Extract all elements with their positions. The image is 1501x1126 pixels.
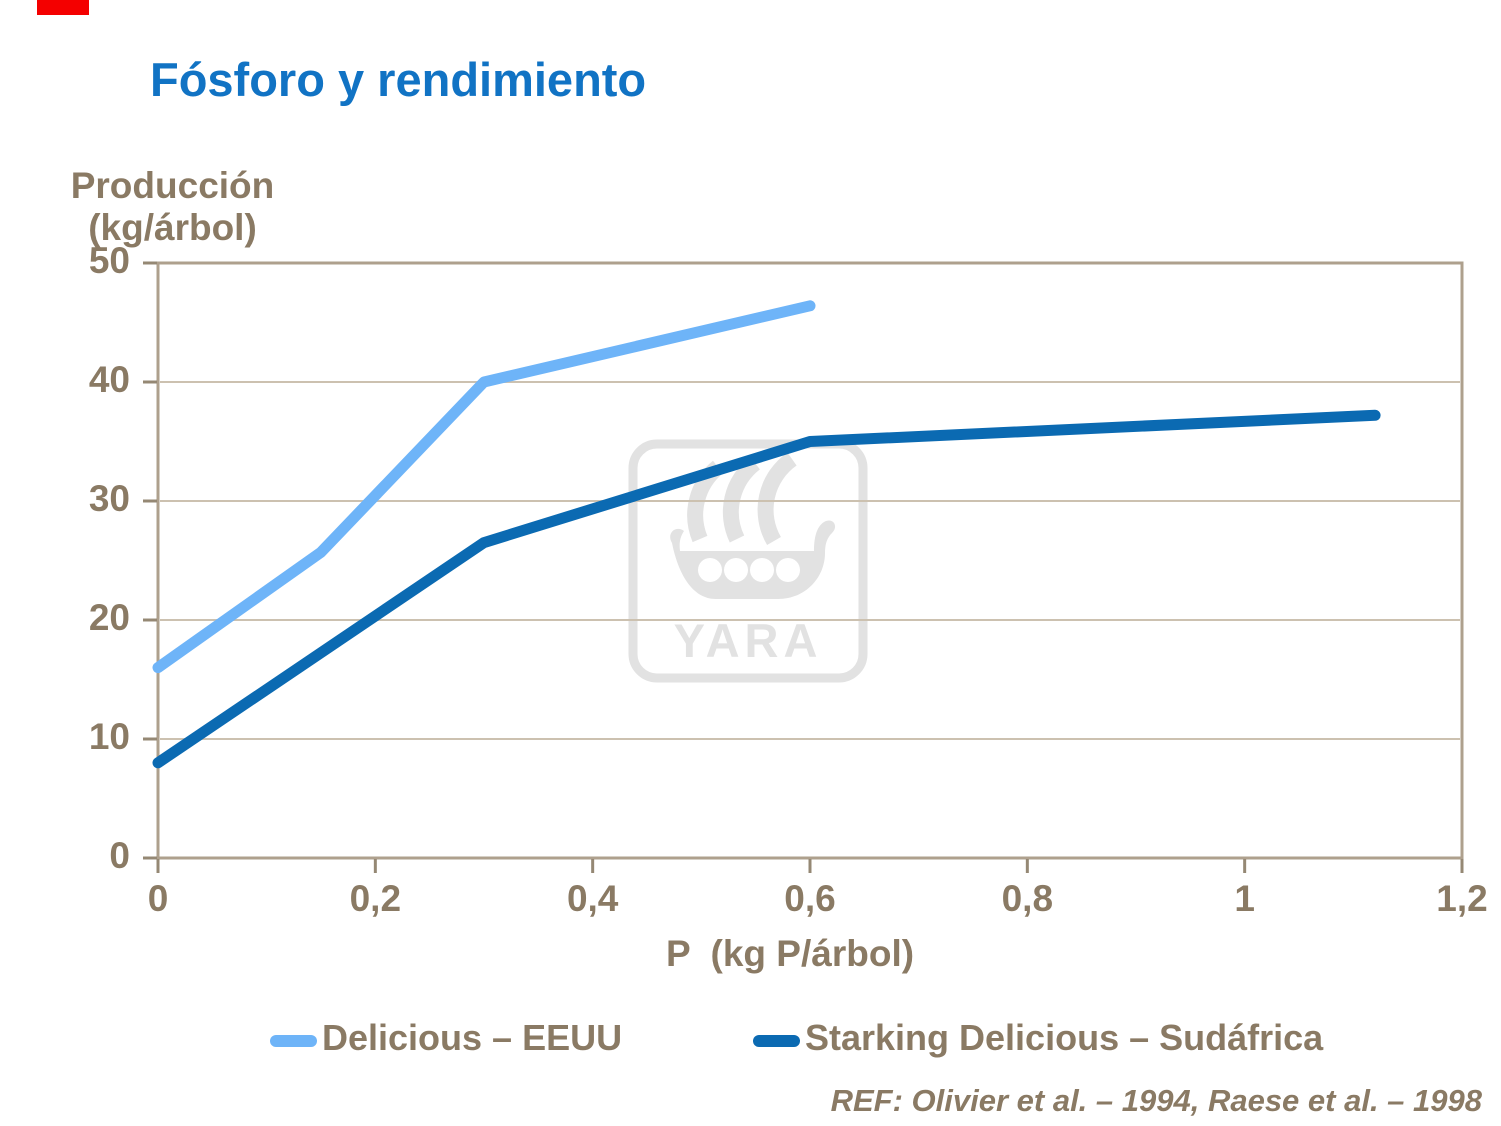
page-title: Fósforo y rendimiento <box>150 53 647 106</box>
watermark-border <box>628 439 868 683</box>
series-line-1 <box>152 409 1381 769</box>
watermark-text: YARA <box>674 614 823 667</box>
x-axis-title: P (kg P/árbol) <box>665 933 915 974</box>
legend-marker-starking-delicious-sudafrica <box>753 1035 800 1047</box>
series-line-0 <box>152 300 816 674</box>
y-axis-title-line2: (kg/árbol) <box>88 207 257 249</box>
legend-marker-delicious-eeuu <box>270 1035 317 1047</box>
legend-label-starking-delicious-sudafrica: Starking Delicious – Sudáfrica <box>805 1017 1324 1058</box>
y-axis-title: Producción (kg/árbol) <box>55 165 290 249</box>
plot-frame <box>156 261 1464 860</box>
y-axis-title-line1: Producción <box>70 165 275 206</box>
viking-ship-shields-icon <box>698 558 800 582</box>
reference-citation: REF: Olivier et al. – 1994, Raese et al.… <box>830 1083 1482 1118</box>
accent-bar <box>37 0 89 15</box>
legend-label-delicious-eeuu: Delicious – EEUU <box>322 1017 623 1058</box>
